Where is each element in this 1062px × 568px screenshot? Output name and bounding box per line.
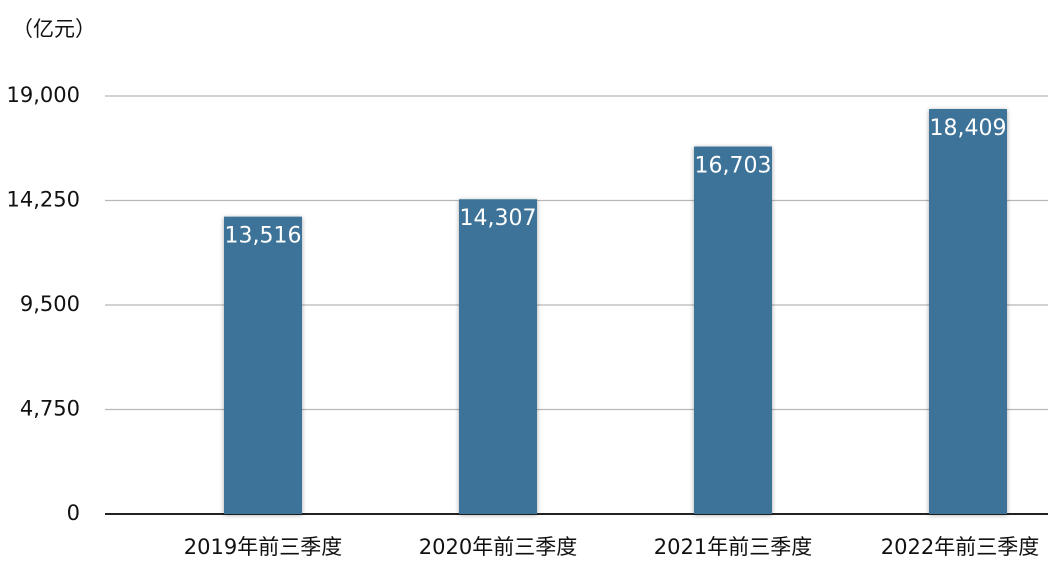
bar [929,109,1007,514]
y-tick-label: 0 [67,501,80,525]
bar [459,199,537,514]
y-tick-label: 19,000 [7,83,80,107]
x-tick-label: 2021年前三季度 [654,535,812,559]
x-tick-label: 2022年前三季度 [881,535,1039,559]
x-tick-label: 2020年前三季度 [419,535,577,559]
value-label: 16,703 [695,154,772,179]
bar [694,146,772,514]
y-tick-label: 4,750 [20,397,80,421]
value-label: 13,516 [225,224,302,249]
y-tick-label: 9,500 [20,292,80,316]
value-label: 18,409 [930,116,1007,141]
value-label: 14,307 [460,206,537,231]
y-tick-label: 14,250 [7,188,80,212]
x-tick-label: 2019年前三季度 [184,535,342,559]
y-axis-label: （亿元） [12,17,96,41]
bar [224,216,302,514]
